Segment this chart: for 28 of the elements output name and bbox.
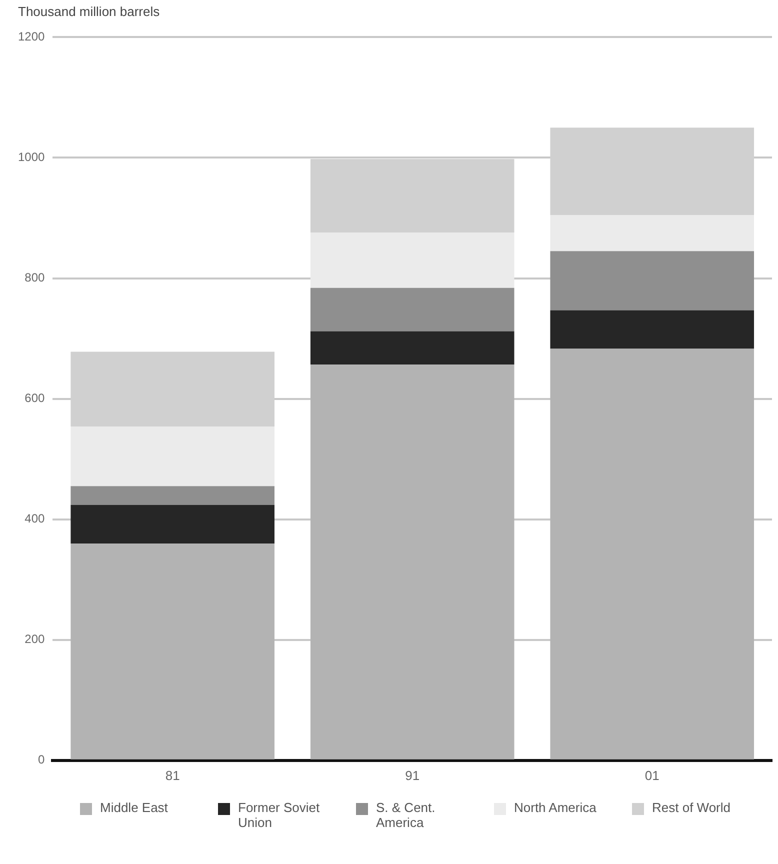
y-tick-label: 1200 [18, 30, 46, 44]
y-tick-label: 200 [24, 632, 46, 646]
legend-label: Middle East [100, 800, 168, 815]
bar [310, 331, 514, 364]
bar [310, 288, 514, 332]
legend-label: North America [514, 800, 596, 815]
legend-label: Rest of World [652, 800, 731, 815]
bar [550, 251, 754, 310]
y-tick-label: 1000 [18, 150, 46, 164]
bar [550, 348, 754, 760]
bar [70, 543, 274, 760]
bar [310, 364, 514, 760]
y-tick-label: 800 [24, 270, 46, 285]
bar [70, 426, 274, 486]
bar [70, 504, 274, 544]
y-tick-label: 0 [38, 752, 46, 767]
x-tick-label: 01 [644, 768, 660, 783]
y-axis-title: Thousand million barrels [18, 4, 160, 19]
y-tick-label: 400 [24, 512, 46, 526]
bar [310, 232, 514, 288]
x-tick-label: 81 [165, 768, 180, 783]
legend-label: S. & Cent. America [376, 800, 436, 830]
x-tick-label: 91 [405, 768, 420, 783]
bar [550, 310, 754, 349]
bar [70, 486, 274, 505]
y-tick-label: 600 [24, 391, 46, 406]
legend-label: Former Soviet Union [238, 800, 321, 830]
bar [550, 214, 754, 252]
